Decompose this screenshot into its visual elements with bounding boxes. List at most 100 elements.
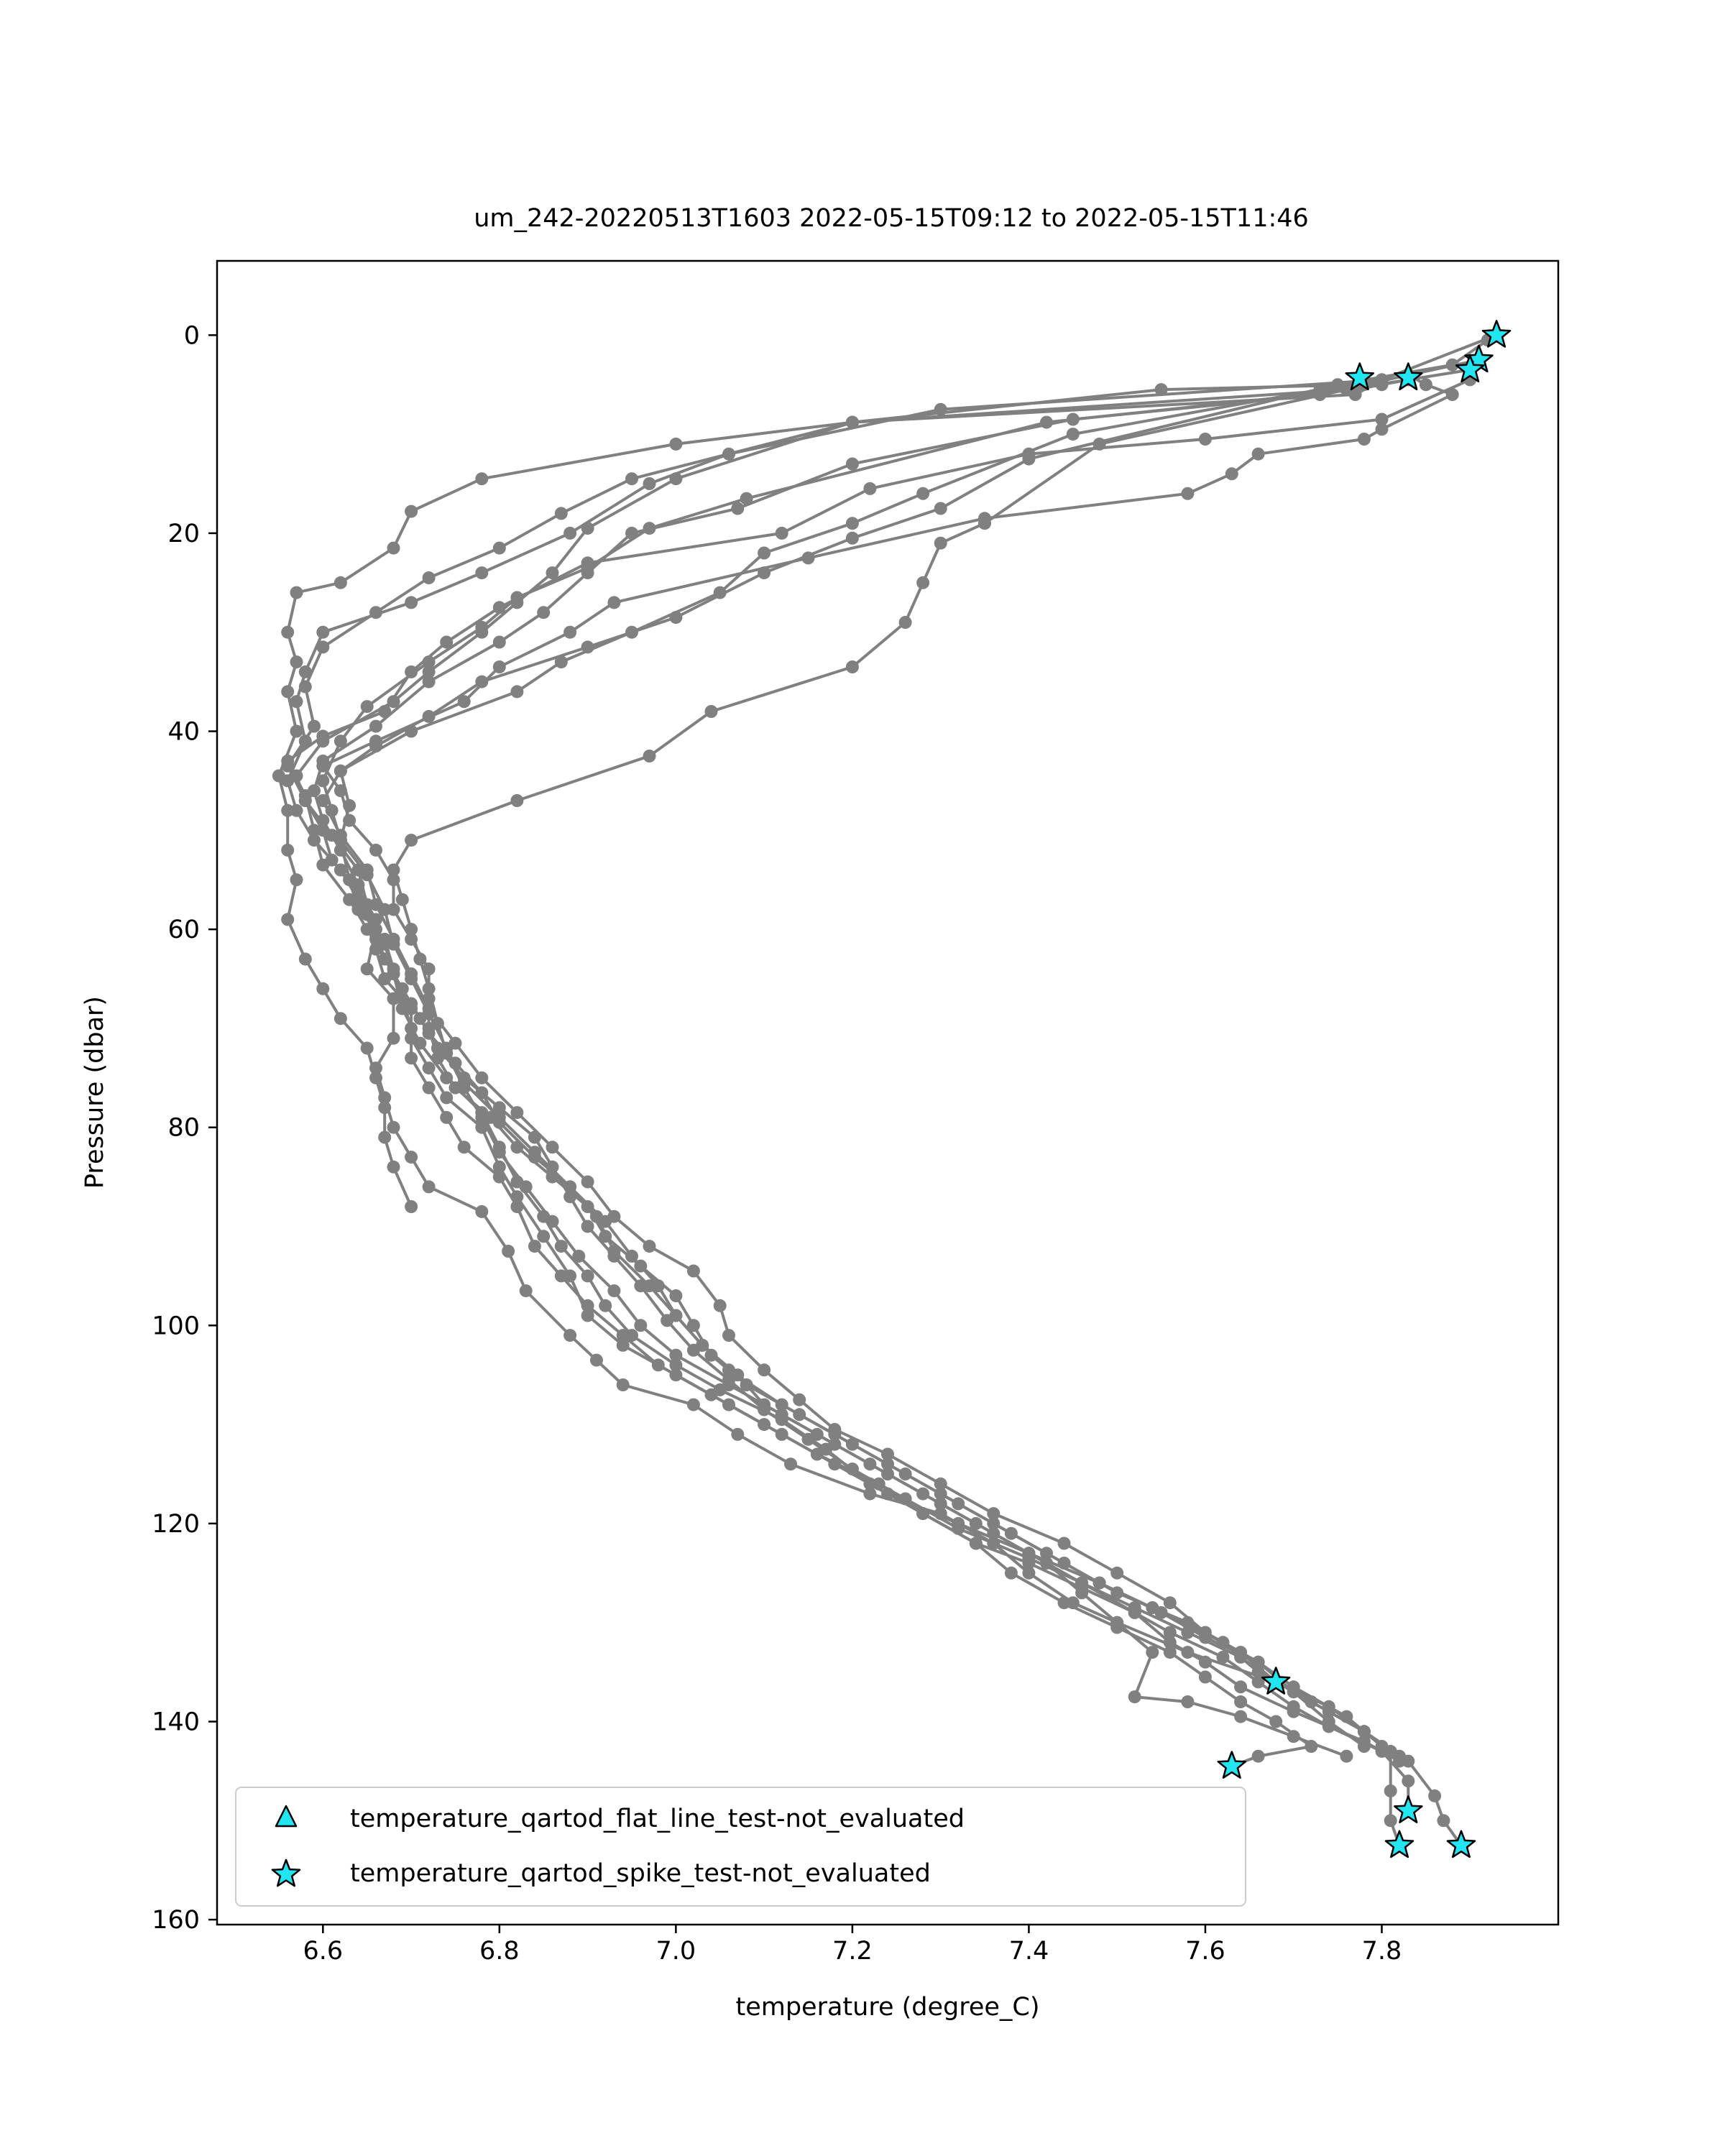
profile-point xyxy=(607,1249,621,1263)
profile-point xyxy=(554,1269,568,1283)
profile-point xyxy=(625,1249,638,1263)
profile-point xyxy=(422,1061,436,1075)
profile-point xyxy=(387,1120,400,1134)
x-tick-label: 7.4 xyxy=(1009,1937,1049,1966)
profile-point xyxy=(554,655,568,669)
profile-point xyxy=(405,1051,418,1065)
profile-point xyxy=(369,606,382,619)
profile-point xyxy=(1022,1566,1036,1580)
profile-point xyxy=(581,1175,594,1189)
spike-flag-marker xyxy=(1455,354,1485,383)
profile-point xyxy=(475,620,489,634)
profile-point xyxy=(475,566,489,580)
profile-point xyxy=(519,1180,533,1194)
profile-point xyxy=(1216,1650,1230,1664)
profile-point xyxy=(369,1061,382,1075)
profile-point xyxy=(334,1012,347,1026)
profile-point xyxy=(1225,467,1238,481)
profile-point xyxy=(290,873,303,887)
profile-point xyxy=(564,1329,577,1342)
profile-point xyxy=(475,1071,489,1084)
legend-box xyxy=(235,1787,1246,1907)
x-tick-label: 7.2 xyxy=(832,1937,873,1966)
profile-point xyxy=(934,1477,947,1491)
profile-line xyxy=(286,378,1383,1768)
profile-point xyxy=(1181,487,1195,500)
profile-point xyxy=(634,1279,648,1293)
profile-point xyxy=(740,492,753,505)
profile-point xyxy=(1057,1596,1071,1610)
profile-point xyxy=(440,1046,454,1060)
profile-point xyxy=(440,1110,454,1124)
profile-point xyxy=(1375,373,1389,387)
profile-point xyxy=(360,863,374,877)
profile-point xyxy=(290,586,303,599)
profile-point xyxy=(369,843,382,857)
profile-point xyxy=(440,635,454,649)
profile-point xyxy=(528,1146,541,1159)
y-tick-label: 100 xyxy=(152,1312,200,1340)
profile-point xyxy=(1234,1695,1248,1708)
profile-point xyxy=(1198,1670,1212,1684)
profile-point xyxy=(440,1091,454,1105)
profile-point xyxy=(1393,1754,1406,1768)
profile-point xyxy=(492,635,506,649)
profile-point xyxy=(607,1284,621,1298)
profile-point xyxy=(360,898,374,911)
profile-point xyxy=(1181,1626,1195,1639)
profile-point xyxy=(387,1160,400,1174)
profile-point xyxy=(581,1220,594,1233)
profile-point xyxy=(845,531,859,545)
spike-flag-marker xyxy=(1481,320,1512,348)
profile-point xyxy=(934,402,947,416)
profile-point xyxy=(616,1378,630,1391)
x-axis-ticks: 6.6 6.8 7.0 7.2 7.4 7.6 7.8 xyxy=(303,1925,1402,1966)
profile-point xyxy=(519,1284,533,1298)
profile-point xyxy=(492,1170,506,1184)
spike-flag-marker xyxy=(1261,1667,1291,1695)
profile-point xyxy=(934,1487,947,1501)
profile-point xyxy=(1163,1636,1177,1649)
profile-4 xyxy=(316,368,1468,1852)
profile-point xyxy=(1313,383,1327,397)
y-tick-label: 80 xyxy=(167,1114,200,1143)
profile-point xyxy=(731,1368,745,1382)
profile-point xyxy=(1445,358,1459,372)
profile-point xyxy=(1402,1774,1415,1788)
profile-point xyxy=(413,952,427,966)
profile-point xyxy=(492,601,506,614)
profile-point xyxy=(1428,1789,1442,1802)
profile-point xyxy=(316,754,330,768)
profile-point xyxy=(1375,413,1389,426)
profile-point xyxy=(863,482,877,495)
profile-point xyxy=(510,1200,524,1213)
profile-line xyxy=(321,383,1382,1748)
profile-point xyxy=(607,596,621,609)
y-tick-label: 40 xyxy=(167,718,200,747)
profile-point xyxy=(916,1507,930,1521)
profile-point xyxy=(405,596,418,609)
profile-1 xyxy=(272,353,1486,1213)
profile-point xyxy=(316,729,330,743)
profile-point xyxy=(290,695,303,709)
profile-point xyxy=(395,893,409,906)
profile-10 xyxy=(316,378,1389,1753)
profile-point xyxy=(360,923,374,936)
profile-point xyxy=(1251,1749,1265,1763)
legend: temperature_qartod_flat_line_test-not_ev… xyxy=(235,1787,1246,1907)
profile-point xyxy=(1251,1655,1265,1669)
profile-point xyxy=(1040,1547,1053,1560)
profile-point xyxy=(492,660,506,673)
profile-point xyxy=(616,1329,630,1342)
profile-point xyxy=(546,566,559,580)
profile-point xyxy=(554,507,568,520)
profile-point xyxy=(475,472,489,486)
profile-point xyxy=(1357,1740,1371,1753)
profile-point xyxy=(581,522,594,535)
profile-point xyxy=(281,843,295,857)
profile-point xyxy=(1445,388,1459,401)
profile-point xyxy=(916,576,930,589)
profile-point xyxy=(387,863,400,877)
profile-point xyxy=(405,665,418,678)
